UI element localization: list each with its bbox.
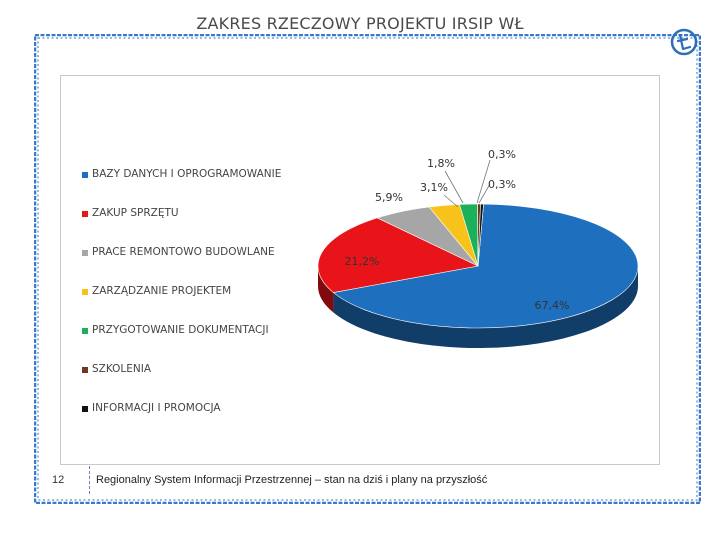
page-number: 12 xyxy=(52,474,65,486)
legend-item: INFORMACJI I PROMOCJA xyxy=(82,402,281,441)
data-label: 67,4% xyxy=(535,299,570,312)
legend-label: INFORMACJI I PROMOCJA xyxy=(92,402,221,414)
pie-slice-side xyxy=(333,266,638,348)
leader-line xyxy=(443,194,459,208)
data-label: 5,9% xyxy=(375,191,403,204)
legend-label: SZKOLENIA xyxy=(92,363,152,375)
data-label: 0,3% xyxy=(488,178,516,191)
legend-label: BAZY DANYCH I OPROGRAMOWANIE xyxy=(92,168,282,180)
slide-frame xyxy=(34,34,701,504)
data-label: 21,2% xyxy=(345,255,380,268)
legend-label: ZAKUP SPRZĘTU xyxy=(92,207,179,219)
legend-swatch xyxy=(82,367,88,373)
chart-title: ZAKRES RZECZOWY PROJEKTU IRSIP WŁ xyxy=(196,14,524,33)
legend-swatch xyxy=(82,328,88,334)
legend-label: PRZYGOTOWANIE DOKUMENTACJI xyxy=(92,324,269,336)
pie-slice-side xyxy=(318,266,334,313)
footer-divider xyxy=(89,466,91,494)
pie-slice xyxy=(317,217,479,293)
legend-swatch xyxy=(82,172,88,178)
legend-swatch xyxy=(82,211,88,217)
legend-item: BAZY DANYCH I OPROGRAMOWANIE xyxy=(82,168,281,207)
leader-line xyxy=(476,159,491,204)
legend-item: SZKOLENIA xyxy=(82,363,281,402)
data-label: 0,3% xyxy=(488,148,516,161)
leader-line xyxy=(444,170,464,204)
logo-icon xyxy=(670,28,698,56)
legend-swatch xyxy=(82,289,88,295)
data-label: 1,8% xyxy=(427,157,455,170)
legend-item: ZARZĄDZANIE PROJEKTEM xyxy=(82,285,281,324)
legend-item: ZAKUP SPRZĘTU xyxy=(82,207,281,246)
legend-label: ZARZĄDZANIE PROJEKTEM xyxy=(92,285,232,297)
pie-side-walls xyxy=(318,266,638,348)
data-label: 3,1% xyxy=(420,181,448,194)
legend-label: PRACE REMONTOWO BUDOWLANE xyxy=(92,246,275,258)
legend-item: PRZYGOTOWANIE DOKUMENTACJI xyxy=(82,324,281,363)
legend-item: PRACE REMONTOWO BUDOWLANE xyxy=(82,246,281,285)
footer-text: Regionalny System Informacji Przestrzenn… xyxy=(96,474,488,486)
leader-line xyxy=(478,183,491,204)
pie-slice xyxy=(477,203,484,267)
legend-swatch xyxy=(82,406,88,412)
pie-slice xyxy=(332,203,639,329)
chart-legend: BAZY DANYCH I OPROGRAMOWANIE ZAKUP SPRZĘT… xyxy=(82,168,281,441)
legend-swatch xyxy=(82,250,88,256)
